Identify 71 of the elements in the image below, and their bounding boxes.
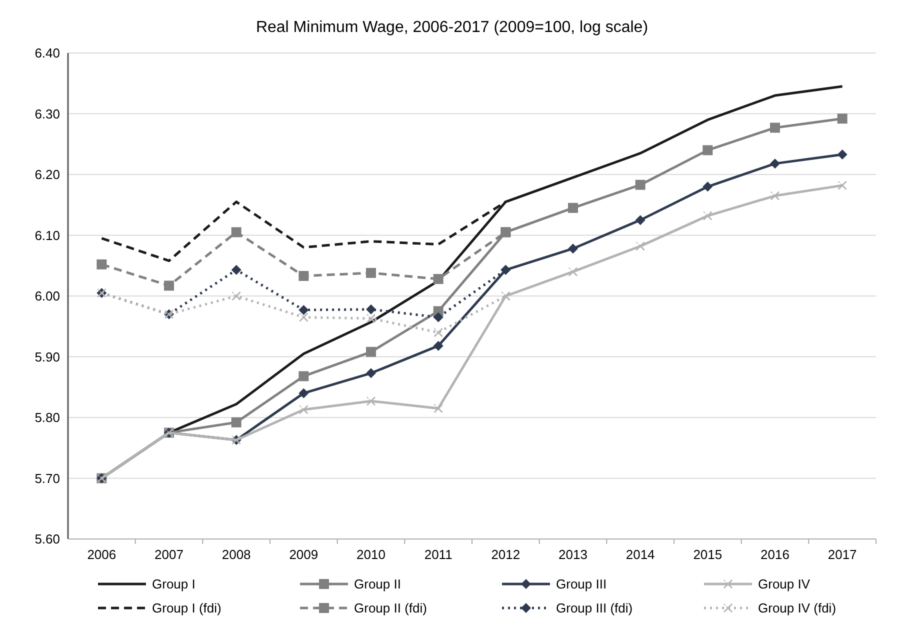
- point: [231, 417, 242, 428]
- point: [298, 371, 309, 382]
- point: [568, 267, 578, 276]
- point: [433, 312, 444, 322]
- point: [433, 274, 444, 284]
- point: [568, 202, 578, 213]
- point: [635, 215, 646, 226]
- point: [702, 182, 713, 192]
- legend-label: Group III: [556, 576, 607, 592]
- x-tick-label: 2012: [491, 547, 520, 562]
- point: [232, 292, 241, 300]
- point: [703, 211, 712, 220]
- point: [298, 270, 309, 281]
- y-tick-label: 5.90: [34, 349, 60, 364]
- point: [164, 280, 174, 291]
- y-tick-label: 6.30: [34, 106, 60, 122]
- x-tick-label: 2014: [626, 547, 655, 562]
- point: [366, 396, 376, 406]
- point: [434, 404, 443, 413]
- point: [837, 149, 848, 160]
- legend-label: Group III (fdi): [556, 600, 633, 616]
- point: [433, 340, 444, 351]
- point: [299, 405, 308, 414]
- point: [96, 259, 107, 270]
- point: [501, 292, 510, 300]
- point: [636, 242, 645, 251]
- point: [434, 328, 443, 337]
- point: [770, 191, 780, 200]
- point: [366, 368, 376, 378]
- x-tick-label: 2006: [87, 547, 116, 562]
- point: [231, 227, 242, 238]
- x-tick-label: 2011: [424, 547, 452, 562]
- point: [366, 346, 376, 357]
- legend-label: Group I (fdi): [152, 600, 222, 616]
- point: [702, 145, 713, 156]
- point: [298, 388, 309, 398]
- y-tick-label: 6.20: [34, 167, 60, 182]
- point: [299, 312, 308, 322]
- x-tick-label: 2016: [760, 547, 790, 562]
- y-tick-label: 5.80: [34, 410, 60, 426]
- y-tick-label: 6.10: [34, 228, 60, 243]
- y-tick-label: 5.70: [34, 470, 60, 486]
- legend-label: Group IV (fdi): [758, 600, 836, 616]
- legend-label: Group I: [152, 576, 196, 592]
- x-tick-label: 2007: [154, 547, 184, 562]
- legend-label: Group II (fdi): [354, 600, 427, 616]
- y-tick-label: 5.60: [34, 532, 60, 547]
- point: [500, 227, 511, 238]
- x-tick-label: 2010: [356, 547, 386, 562]
- point: [366, 314, 376, 323]
- x-tick-label: 2009: [289, 547, 318, 562]
- y-tick-label: 6.00: [34, 288, 60, 304]
- legend-label: Group IV: [758, 576, 810, 592]
- point: [231, 264, 242, 275]
- x-tick-label: 2013: [558, 547, 588, 562]
- point: [366, 304, 376, 314]
- point: [568, 244, 578, 254]
- chart-title: Real Minimum Wage, 2006-2017 (2009=100, log scale): [256, 19, 648, 36]
- legend-label: Group II: [354, 576, 401, 592]
- point: [837, 114, 848, 124]
- x-tick-label: 2008: [222, 547, 251, 562]
- point: [635, 180, 646, 190]
- y-tick-label: 6.40: [34, 46, 60, 61]
- point: [770, 122, 780, 133]
- point: [770, 158, 780, 169]
- point: [838, 180, 847, 190]
- x-tick-label: 2017: [828, 547, 857, 562]
- point: [366, 268, 376, 278]
- x-tick-label: 2015: [693, 547, 722, 562]
- point: [298, 304, 309, 315]
- point: [500, 264, 511, 275]
